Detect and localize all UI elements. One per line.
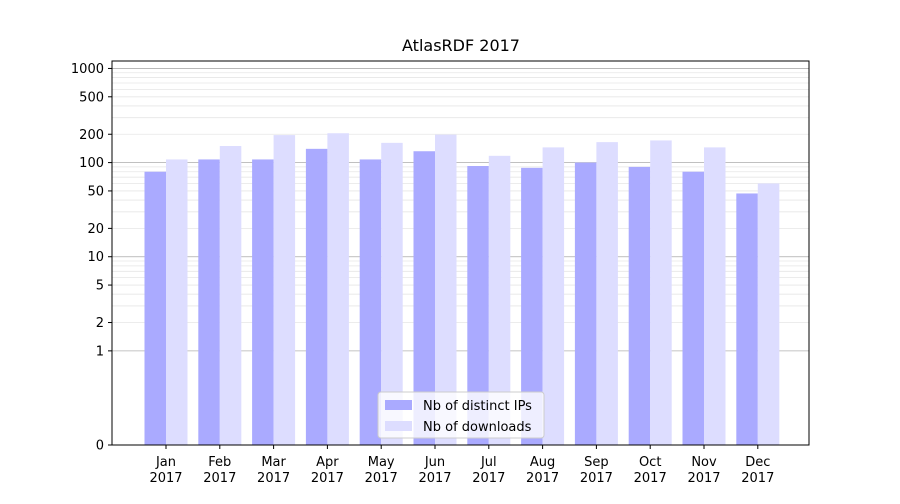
x-tick-label-month: Jul <box>480 455 497 470</box>
chart-title: AtlasRDF 2017 <box>402 36 520 55</box>
bar-distinct-ips-mar <box>252 159 274 446</box>
bar-distinct-ips-may <box>359 159 382 446</box>
bar-downloads-sep <box>596 142 618 446</box>
bar-distinct-ips-oct <box>628 166 651 446</box>
bar-downloads-aug <box>542 147 565 445</box>
bar-distinct-ips-apr <box>305 148 328 445</box>
x-tick-label-year: 2017 <box>580 471 613 486</box>
bar-downloads-jun <box>435 134 457 446</box>
x-tick-label-year: 2017 <box>257 471 290 486</box>
bar-distinct-ips-jul <box>467 165 489 445</box>
bar-distinct-ips-jun <box>413 151 435 445</box>
x-tick-label-year: 2017 <box>526 471 559 486</box>
legend-label: Nb of distinct IPs <box>423 399 532 414</box>
bar-distinct-ips-jan <box>144 171 166 445</box>
x-tick-label-month: Nov <box>691 455 717 470</box>
x-tick-label-year: 2017 <box>741 471 774 486</box>
y-tick-label: 0 <box>96 439 104 454</box>
y-tick-label: 500 <box>79 90 104 105</box>
x-tick-label-month: Dec <box>745 455 770 470</box>
x-tick-label-month: Jun <box>424 455 445 470</box>
bar-downloads-nov <box>704 147 726 445</box>
bar-downloads-oct <box>650 140 672 445</box>
bar-distinct-ips-nov <box>682 171 704 445</box>
bar-downloads-dec <box>757 183 780 445</box>
legend-label: Nb of downloads <box>423 420 532 435</box>
y-tick-label: 10 <box>87 250 104 265</box>
legend-swatch <box>385 421 412 431</box>
x-tick-label-month: May <box>368 455 395 470</box>
bar-downloads-feb <box>219 146 242 445</box>
y-tick-label: 1000 <box>71 62 104 77</box>
y-tick-label: 50 <box>87 184 104 199</box>
bar-downloads-jan <box>166 159 188 446</box>
x-tick-label-year: 2017 <box>203 471 236 486</box>
x-tick-label-year: 2017 <box>687 471 720 486</box>
y-tick-label: 2 <box>96 316 104 331</box>
x-tick-label-month: Apr <box>316 455 339 470</box>
y-tick-label: 1 <box>96 344 104 359</box>
y-tick-label: 200 <box>79 128 104 143</box>
bar-downloads-jul <box>488 155 511 445</box>
x-tick-label-month: Aug <box>530 455 555 470</box>
legend-swatch <box>385 400 412 410</box>
x-axis: Jan2017Feb2017Mar2017Apr2017May2017Jun20… <box>149 445 774 486</box>
legend-box <box>377 391 545 439</box>
bar-distinct-ips-feb <box>198 159 220 446</box>
bar-downloads-apr <box>327 133 349 445</box>
x-tick-label-year: 2017 <box>365 471 398 486</box>
bar-downloads-mar <box>273 135 296 445</box>
y-tick-label: 100 <box>79 156 104 171</box>
bar-distinct-ips-dec <box>736 193 758 445</box>
x-tick-label-month: Sep <box>584 455 609 470</box>
y-axis: 0 1 2 5 10 20 50 100 200 500 1000 <box>71 62 112 454</box>
x-tick-label-year: 2017 <box>472 471 505 486</box>
bar-distinct-ips-sep <box>574 162 597 445</box>
y-tick-label: 20 <box>87 222 104 237</box>
bars <box>144 133 780 446</box>
x-tick-label-month: Mar <box>261 455 286 470</box>
x-tick-label-month: Jan <box>155 455 176 470</box>
x-tick-label-year: 2017 <box>634 471 667 486</box>
bar-distinct-ips-aug <box>521 167 543 445</box>
x-tick-label-year: 2017 <box>418 471 451 486</box>
plot-frame <box>111 60 810 446</box>
x-tick-label-month: Oct <box>639 455 661 470</box>
legend: Nb of distinct IPs Nb of downloads <box>377 391 545 439</box>
x-tick-label-year: 2017 <box>149 471 182 486</box>
y-tick-label: 5 <box>96 279 104 294</box>
x-tick-label-month: Feb <box>208 455 231 470</box>
x-tick-label-year: 2017 <box>311 471 344 486</box>
bar-downloads-may <box>381 142 403 445</box>
